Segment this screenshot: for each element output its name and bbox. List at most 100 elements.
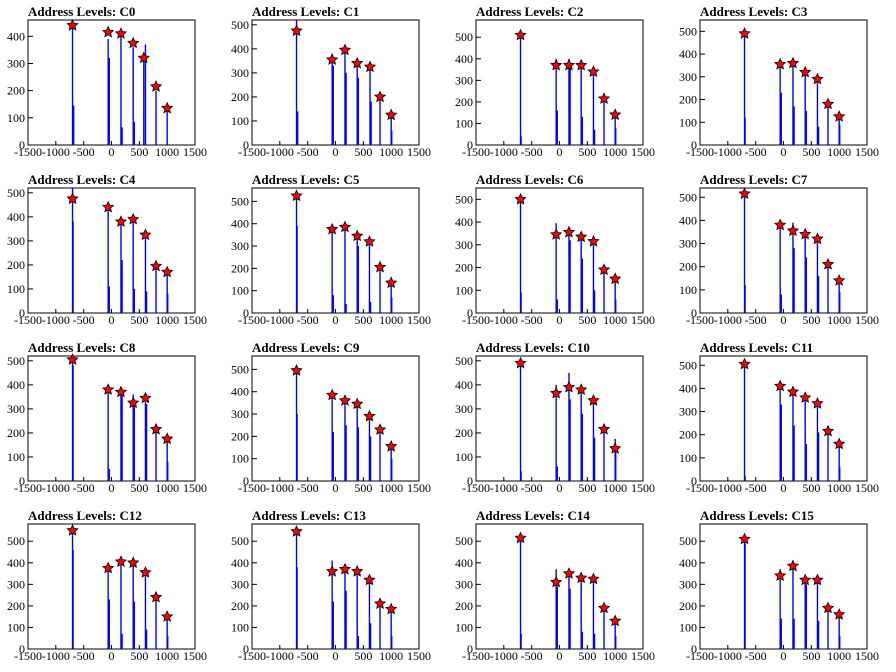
peak-marker [160, 432, 174, 445]
chart-panel: Address Levels: C31002003004005000-1500-… [679, 4, 879, 159]
y-tick-label: 0 [691, 642, 697, 656]
peak-marker [149, 80, 163, 92]
x-tick-label: -1000 [42, 649, 70, 663]
x-tick-label: -1000 [490, 649, 518, 663]
peak-marker [608, 108, 622, 121]
peak-marker [575, 383, 588, 395]
chart-title: Address Levels: C4 [28, 172, 136, 187]
x-tick-label: 0 [557, 313, 563, 327]
plot-frame [27, 355, 196, 482]
y-tick-label: 100 [231, 452, 249, 466]
peak-marker [338, 220, 352, 233]
x-tick-label: -1500 [14, 481, 42, 495]
peak-marker [149, 590, 163, 603]
y-tick-label: 0 [19, 642, 25, 656]
x-tick-label: -500 [521, 649, 543, 663]
peak-marker [786, 56, 800, 69]
x-tick-label: 0 [781, 313, 787, 327]
x-tick-label: 0 [557, 145, 563, 159]
x-tick-label: 1500 [855, 649, 879, 663]
peak-marker [127, 556, 140, 568]
y-tick-label: 100 [7, 282, 25, 296]
peak-marker [549, 228, 563, 240]
peak-marker [821, 601, 835, 614]
x-tick-label: -1500 [686, 313, 714, 327]
chart-panel: Address Levels: C81002003004005000-1500-… [7, 340, 207, 495]
y-tick-label: 0 [467, 474, 473, 488]
y-tick-label: 200 [231, 429, 249, 443]
x-tick-label: 0 [109, 649, 115, 663]
x-tick-label: -1000 [490, 145, 518, 159]
x-tick-label: 0 [557, 649, 563, 663]
plot-frame [27, 523, 196, 650]
y-tick-label: 500 [7, 186, 25, 200]
y-tick-label: 300 [7, 234, 25, 248]
y-tick-label: 500 [679, 534, 697, 548]
x-tick-label: -1000 [490, 313, 518, 327]
y-tick-label: 500 [231, 194, 249, 208]
peak-marker [597, 92, 611, 104]
y-tick-label: 300 [679, 405, 697, 419]
x-tick-label: -1500 [686, 145, 714, 159]
x-tick-label: -500 [73, 145, 95, 159]
y-tick-label: 100 [231, 284, 249, 298]
plot-frame [27, 19, 196, 146]
y-tick-label: 400 [679, 213, 697, 227]
y-tick-label: 300 [231, 577, 249, 591]
peak-marker [373, 90, 387, 103]
peak-marker [149, 259, 163, 272]
x-tick-label: 0 [109, 145, 115, 159]
peak-marker [562, 225, 576, 238]
y-tick-label: 400 [7, 556, 25, 570]
x-tick-label: -500 [745, 145, 767, 159]
y-tick-label: 100 [455, 620, 473, 634]
x-tick-label: 500 [130, 313, 148, 327]
x-tick-label: 500 [354, 649, 372, 663]
peak-marker [351, 56, 364, 69]
y-tick-label: 400 [455, 378, 473, 392]
x-tick-label: 1500 [631, 481, 655, 495]
x-tick-label: -1500 [686, 649, 714, 663]
peak-marker [114, 27, 128, 39]
x-tick-label: 1000 [379, 145, 403, 159]
y-tick-label: 500 [679, 190, 697, 204]
y-tick-label: 400 [455, 52, 473, 66]
peak-marker [338, 394, 352, 406]
y-tick-label: 200 [231, 261, 249, 275]
y-tick-label: 400 [679, 381, 697, 395]
peak-marker [290, 189, 303, 202]
peak-marker [351, 397, 364, 410]
chart-title: Address Levels: C11 [700, 340, 813, 355]
y-tick-label: 300 [231, 66, 249, 80]
chart-panel: Address Levels: C121002003004005000-1500… [7, 508, 207, 663]
x-tick-label: 1000 [379, 313, 403, 327]
peak-marker [101, 200, 115, 213]
y-tick-label: 500 [455, 192, 473, 206]
peak-marker [139, 228, 152, 241]
plot-frame [699, 355, 868, 482]
peak-marker [384, 439, 398, 452]
y-tick-label: 100 [455, 283, 473, 297]
x-tick-label: 500 [578, 649, 596, 663]
y-tick-label: 300 [7, 56, 25, 70]
x-tick-label: -500 [745, 481, 767, 495]
x-tick-label: -1500 [462, 481, 490, 495]
x-tick-label: 500 [354, 145, 372, 159]
x-tick-label: 0 [109, 313, 115, 327]
peak-marker [587, 394, 600, 406]
chart-panel: Address Levels: C111002003004005000-1500… [679, 340, 879, 495]
chart-title: Address Levels: C10 [476, 340, 590, 355]
chart-title: Address Levels: C0 [28, 4, 135, 19]
peak-marker [149, 422, 163, 435]
x-tick-label: 1000 [155, 313, 179, 327]
x-tick-label: 0 [333, 313, 339, 327]
peak-marker [738, 357, 751, 370]
peak-marker [608, 272, 622, 285]
peak-marker [562, 58, 576, 71]
x-tick-label: -1500 [238, 649, 266, 663]
y-tick-label: 500 [231, 18, 249, 32]
peak-marker [338, 43, 352, 56]
peak-marker [325, 222, 339, 235]
x-tick-label: -1000 [490, 481, 518, 495]
